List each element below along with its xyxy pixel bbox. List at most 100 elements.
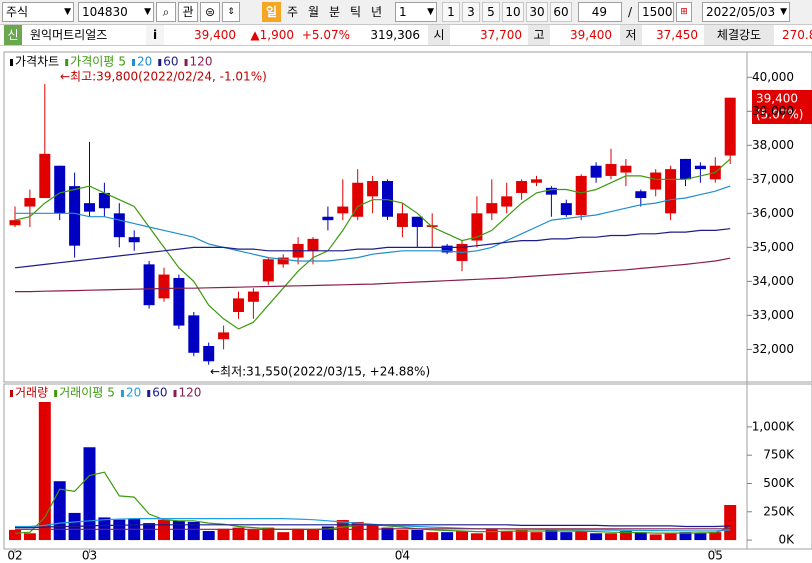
search-button[interactable]: ⌕ [156, 2, 176, 22]
candle-body [411, 216, 423, 227]
price: 39,400 [194, 28, 236, 42]
watch-button[interactable]: 관 [178, 2, 198, 22]
interval-button[interactable]: 10 [502, 2, 524, 22]
volume-bar [366, 525, 379, 541]
moving-average-line [15, 257, 731, 293]
candle-body [680, 158, 691, 180]
y-tick-label: 250K [763, 504, 795, 518]
period-button[interactable]: 틱 [349, 5, 362, 19]
dropdown-arrow: ▼ [64, 7, 71, 17]
volume-bar [575, 531, 588, 541]
interval-button[interactable]: 5 [482, 2, 500, 22]
candle-body [337, 206, 349, 214]
moving-average-line [15, 185, 731, 262]
candle-body [113, 213, 125, 238]
moving-average-line [15, 524, 731, 529]
high-annotation: ←최고:39,800(2022/02/24, -1.01%) [60, 70, 267, 84]
legend-label: 20 [137, 55, 152, 69]
volume-bar [202, 531, 215, 541]
moving-average-line [14, 158, 731, 330]
volume-bar [590, 533, 603, 541]
candle-body [724, 97, 736, 156]
candle-body [322, 216, 334, 221]
y-tick-label: 39,000 [752, 104, 794, 118]
high-label: 고 [528, 25, 550, 45]
volume-bar [679, 532, 692, 541]
volume: 319,306 [370, 28, 420, 42]
legend-swatch [158, 59, 162, 66]
candle-body [203, 345, 215, 362]
interval-button[interactable]: 1 [442, 2, 460, 22]
candle-body [84, 203, 95, 212]
dropdown-arrow: ▼ [780, 7, 787, 17]
y-tick-label: 36,000 [752, 206, 794, 220]
volume-bar [143, 523, 156, 541]
count-select[interactable]: 1 ▼ [395, 2, 437, 22]
visible-input[interactable]: 49 [578, 2, 622, 22]
interval-button[interactable]: 30 [526, 2, 548, 22]
period-button[interactable]: 주 [286, 5, 299, 19]
interval-button[interactable]: 3 [462, 2, 480, 22]
legend-label: 거래이평 [59, 386, 103, 400]
y-tick-label: 500K [763, 476, 795, 490]
total-input[interactable]: 1500 [638, 2, 674, 22]
y-tick-label: 1,000K [752, 419, 795, 433]
legend-swatch [10, 59, 13, 66]
period-button[interactable]: 년 [370, 5, 383, 19]
volume-bar [664, 533, 677, 541]
period-button[interactable]: 일 [262, 2, 281, 22]
market-select[interactable]: 주식 ▼ [2, 2, 74, 22]
volume-bar [217, 528, 230, 541]
candle-body [9, 220, 21, 226]
market: 주식 [6, 5, 29, 19]
candle-body [352, 182, 364, 217]
legend-label: 60 [152, 386, 167, 400]
low-annotation: ←최저:31,550(2022/03/15, +24.88%) [210, 365, 430, 379]
volume-bar [172, 520, 185, 541]
link-button[interactable]: ⊜ [200, 2, 220, 22]
volume-bar [292, 528, 305, 541]
info-button[interactable]: i [146, 25, 164, 45]
candle-body [247, 291, 259, 302]
moving-average-line [15, 528, 731, 530]
candle-body [382, 181, 393, 217]
legend-swatch [173, 390, 177, 397]
legend-swatch [65, 59, 69, 66]
open: 37,700 [480, 28, 522, 42]
volume-bar [23, 533, 36, 541]
candle-body [262, 259, 274, 282]
candle-body [128, 237, 140, 243]
quote-bar: 신 원익머트리얼즈 i 39,400 ▲1,900 +5.07% 319,306… [0, 25, 812, 46]
interval-button[interactable]: 60 [550, 2, 572, 22]
legend-label: 가격차트 [15, 55, 59, 69]
dropdown-arrow: ▼ [427, 7, 434, 17]
volume-bar [649, 534, 662, 541]
date-input[interactable]: 2022/05/03 ▼ [702, 2, 790, 22]
chart: ←최고:39,800(2022/02/24, -1.01%) ←최저:31,55… [3, 51, 812, 563]
low: 37,450 [656, 28, 698, 42]
period-button[interactable]: 분 [328, 5, 341, 19]
volume-bar [187, 521, 200, 541]
candle-body [501, 196, 513, 207]
price-panel [3, 51, 812, 383]
watch: 관 [182, 5, 194, 19]
last-price-box [752, 90, 812, 124]
strength: 270.8 [782, 28, 812, 42]
volume-bar [619, 531, 632, 541]
volume-bar [262, 527, 275, 541]
volume-bar [307, 529, 319, 541]
candle-body [471, 213, 483, 241]
period-button[interactable]: 월 [307, 5, 320, 19]
candle-body [233, 298, 244, 312]
x-tick-label: 05 [708, 549, 723, 563]
legend-label: 120 [179, 386, 202, 400]
volume-bar [83, 447, 96, 541]
spin-button[interactable]: ⇕ [222, 2, 240, 22]
candle-body [173, 277, 185, 326]
fit-button[interactable]: ⊞ [676, 2, 692, 22]
legend-label: 가격이평 [70, 55, 114, 69]
candle-body [143, 264, 155, 306]
code-input[interactable]: 104830 ▼ [78, 2, 154, 22]
